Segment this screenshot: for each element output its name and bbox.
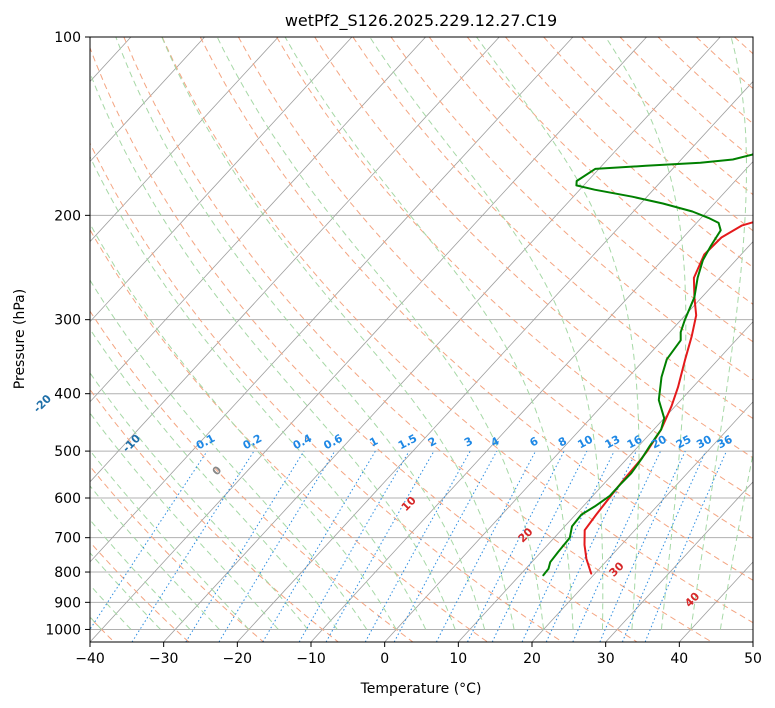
moist-adiabat-line: [284, 37, 574, 630]
y-tick-label: 100: [54, 30, 81, 46]
y-tick-label: 500: [54, 444, 81, 460]
isotherm-line: [237, 80, 753, 642]
isotherm-line: [163, 37, 721, 642]
mixing-ratio-line: [491, 450, 588, 642]
x-axis-label: Temperature (°C): [360, 681, 482, 697]
isotherm-line: [531, 401, 753, 642]
sounding-series: [542, 153, 753, 577]
x-tick-label: −20: [223, 651, 253, 667]
dry-adiabat-line: [90, 142, 563, 642]
mixing-ratio-label: 36: [715, 433, 735, 452]
isotherm-line: [458, 321, 753, 642]
mixing-ratio-label: 16: [625, 433, 645, 452]
moist-adiabat-line: [605, 37, 687, 630]
dry-adiabat-line: [237, 37, 753, 540]
x-tick-label: 10: [449, 651, 467, 667]
isotherm-line: [90, 37, 279, 243]
y-tick-label: 200: [54, 208, 81, 224]
x-tick-label: −10: [296, 651, 326, 667]
moist-adiabat-line: [690, 37, 748, 630]
dry-adiabat-line: [90, 46, 638, 642]
moist-adiabat-line: [216, 37, 544, 630]
y-tick-label: 900: [54, 595, 81, 611]
y-tick-label: 400: [54, 387, 81, 403]
x-tick-label: 30: [597, 651, 615, 667]
x-tick-label: 0: [380, 651, 389, 667]
mixing-ratio-label: 20: [649, 433, 669, 452]
x-tick-label: 50: [744, 651, 762, 667]
mixing-ratio-line: [90, 450, 208, 631]
mixing-ratio-line: [185, 450, 305, 642]
dry-adiabat-line: [466, 37, 753, 305]
moist-adiabat-line: [90, 328, 338, 630]
mixing-ratio-label: 30: [694, 433, 714, 452]
mixing-ratio-line: [467, 450, 565, 642]
y-tick-label: 800: [54, 565, 81, 581]
isotherm-line: [90, 37, 205, 163]
moist-adiabat-line: [90, 412, 279, 630]
moist-adiabat-line: [90, 222, 397, 630]
mixing-ratio-line: [131, 450, 255, 642]
axis-ticks: −40 −30 −20 −10 0 10 20 30 40 50 100 200 300 400 500 60…: [45, 30, 762, 667]
moist-adiabat-line: [90, 372, 309, 630]
dry-adiabat-line: [199, 37, 753, 581]
mixing-ratio-line: [644, 450, 727, 642]
plot-frame: [89, 36, 754, 643]
mixing-ratio-line: [364, 450, 471, 642]
isotherm-line: [90, 37, 647, 642]
isotherm-line: [90, 37, 500, 483]
y-tick-label: 600: [54, 491, 81, 507]
dry-adiabat-line: [90, 388, 339, 642]
moist-adiabat-line: [115, 37, 486, 630]
background-lines: [90, 37, 753, 642]
dry-adiabat-line: [123, 37, 712, 642]
dry-adiabat-line: [90, 541, 190, 642]
chart-title: wetPf2_S126.2025.229.12.27.C19: [285, 11, 557, 31]
isotherm-line: [384, 241, 753, 642]
dewpoint-profile-line: [542, 153, 753, 577]
dry-adiabat-line: [428, 37, 753, 343]
dry-adiabat-line: [90, 465, 264, 642]
moist-adiabat-line: [369, 37, 604, 630]
y-axis-label: Pressure (hPa): [12, 289, 28, 389]
y-tick-label: 700: [54, 531, 81, 547]
dry-adiabat-line: [161, 37, 753, 624]
mixing-ratio-line: [393, 450, 498, 642]
y-tick-label: 300: [54, 313, 81, 329]
moist-adiabat-line: [90, 71, 456, 630]
x-tick-label: −30: [149, 651, 179, 667]
mixing-ratio-label: 10: [575, 433, 595, 452]
isotherm-line: [90, 37, 574, 563]
dry-adiabat-line: [90, 228, 488, 642]
mixing-ratio-line: [218, 450, 336, 642]
moist-adiabat-line: [90, 279, 368, 630]
moist-adiabat-line: [161, 37, 515, 630]
mixing-ratio-line: [325, 450, 435, 642]
mixing-ratio-label: 25: [674, 433, 694, 452]
dry-adiabat-line: [314, 37, 753, 459]
x-tick-label: −40: [75, 651, 105, 667]
mixing-ratio-line: [599, 450, 686, 642]
x-tick-label: 20: [523, 651, 541, 667]
moist-adiabat-line: [719, 451, 753, 630]
x-tick-label: 40: [670, 651, 688, 667]
moist-adiabat-line: [476, 37, 640, 630]
isotherm-line: [90, 37, 426, 403]
isotherm-line: [605, 481, 753, 642]
dry-adiabat-line: [276, 37, 753, 499]
mixing-ratio-line: [621, 450, 707, 642]
isotherm-line: [90, 37, 353, 323]
y-tick-label: 1000: [45, 622, 81, 638]
mixing-ratio-label: 13: [603, 433, 623, 452]
